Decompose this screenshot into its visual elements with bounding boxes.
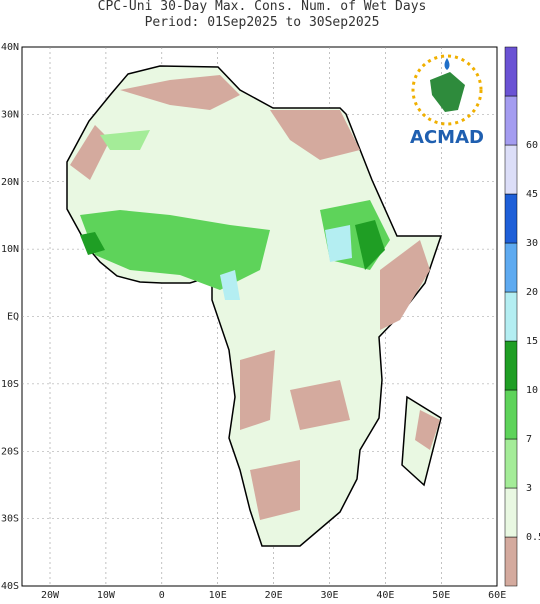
colorbar-swatch	[504, 95, 518, 146]
logo-text: ACMAD	[410, 127, 484, 148]
lon-label: 10E	[209, 590, 227, 600]
colorbar-swatch	[504, 144, 518, 195]
africa	[66, 65, 443, 547]
lon-label: 30E	[320, 590, 338, 600]
colorbar-swatch	[504, 242, 518, 293]
lat-label: 30S	[1, 514, 19, 525]
lon-label: 20W	[41, 590, 60, 600]
colorbar-swatch	[504, 46, 518, 97]
lon-label: 60E	[488, 590, 506, 600]
colorbar-label: 0.5	[526, 532, 540, 543]
lat-label: 40N	[1, 42, 19, 53]
lat-label: EQ	[7, 312, 19, 323]
colorbar-label: 20	[526, 287, 538, 298]
lon-label: 0	[159, 590, 165, 600]
colorbar-swatch	[504, 487, 518, 538]
colorbar-swatch	[504, 438, 518, 489]
lat-label: 10S	[1, 379, 19, 390]
colorbar: 0.5 3 7 10 15 20 30 45 60	[504, 46, 540, 587]
logo: ACMAD	[410, 54, 484, 148]
colorbar-label: 45	[526, 189, 538, 200]
colorbar-label: 15	[526, 336, 538, 347]
longitude-labels: 20W 10W 0 10E 20E 30E 40E 50E 60E	[41, 590, 506, 601]
title-line: Period: 01Sep2025 to 30Sep2025	[145, 15, 380, 30]
lat-label: 20S	[1, 446, 19, 457]
lat-label: 40S	[1, 581, 19, 592]
colorbar-swatch	[504, 536, 518, 587]
lat-label: 10N	[1, 244, 19, 255]
colorbar-swatch	[504, 340, 518, 391]
colorbar-swatch	[504, 291, 518, 342]
colorbar-label: 10	[526, 385, 538, 396]
lon-label: 50E	[432, 590, 450, 600]
lon-label: 20E	[265, 590, 283, 600]
latitude-labels: 40N 30N 20N 10N EQ 10S 20S 30S 40S	[1, 42, 19, 592]
lon-label: 10W	[97, 590, 116, 600]
colorbar-swatch	[504, 389, 518, 440]
lat-label: 20N	[1, 177, 19, 188]
colorbar-label: 3	[526, 483, 532, 494]
title-line: CPC-Uni 30-Day Max. Cons. Num. of Wet Da…	[98, 0, 427, 14]
lon-label: 40E	[376, 590, 394, 600]
colorbar-label: 60	[526, 140, 538, 151]
colorbar-swatch	[504, 193, 518, 244]
lat-label: 30N	[1, 109, 19, 120]
colorbar-label: 7	[526, 434, 532, 445]
colorbar-label: 30	[526, 238, 538, 249]
